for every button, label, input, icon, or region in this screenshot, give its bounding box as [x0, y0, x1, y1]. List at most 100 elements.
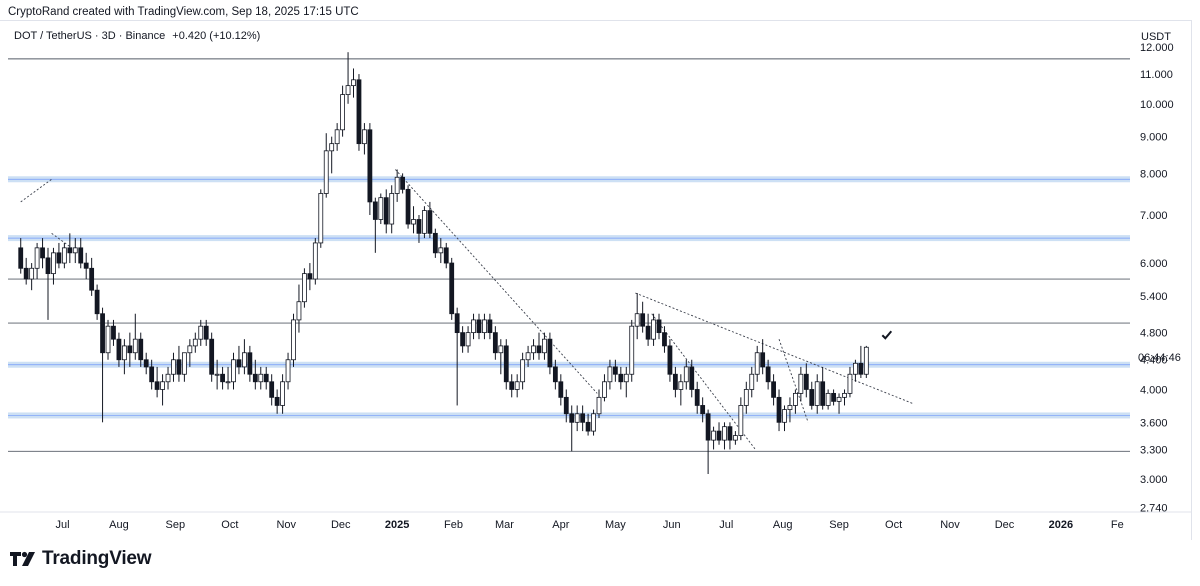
price-tick-label: 3.600	[1140, 417, 1168, 429]
candle-down	[580, 413, 586, 423]
candle-down	[78, 247, 84, 264]
candle-down	[716, 430, 722, 441]
price-tick-label: 4.400	[1140, 355, 1168, 367]
trendline	[778, 339, 809, 423]
candle-down	[858, 362, 864, 375]
candle-up	[814, 381, 820, 406]
time-tick-label: Oct	[885, 519, 902, 531]
time-tick-label: Aug	[109, 519, 129, 531]
price-tick-label: 9.000	[1140, 132, 1168, 144]
candle-down	[252, 373, 258, 383]
candle-up	[634, 313, 640, 327]
candle-up	[531, 345, 536, 354]
candle-up	[711, 430, 716, 441]
candle-up	[231, 359, 236, 383]
candle-down	[449, 262, 455, 315]
tradingview-logo[interactable]: TradingView	[10, 548, 152, 570]
candle-up	[514, 381, 520, 390]
symbol-name: DOT / TetherUS · 3D · Binance	[14, 30, 166, 42]
support-resistance-zones	[8, 176, 1130, 419]
candle-down	[809, 389, 815, 406]
price-tick-label: 11.000	[1140, 69, 1173, 81]
price-tick-label: 7.000	[1140, 210, 1168, 222]
candle-down	[116, 338, 122, 361]
candle-up	[29, 267, 35, 280]
candle-up	[192, 338, 198, 347]
time-tick-label: Sep	[166, 519, 186, 531]
time-tick-label: Dec	[331, 519, 351, 531]
candle-up	[465, 332, 471, 347]
candle-up	[542, 338, 547, 354]
candle-down	[672, 373, 678, 390]
candle-down	[454, 313, 460, 334]
candle-up	[842, 392, 847, 398]
candle-up	[847, 373, 853, 394]
candle-down	[209, 338, 215, 375]
candle-down	[154, 381, 160, 390]
candle-up	[591, 413, 596, 432]
candle-down	[269, 381, 275, 398]
symbol-legend[interactable]: DOT / TetherUS · 3D · Binance +0.420 (+1…	[14, 30, 260, 42]
price-tick-label: 2.740	[1140, 502, 1168, 514]
candle-up	[34, 247, 40, 269]
time-tick-label: Aug	[773, 519, 793, 531]
candle-up	[732, 435, 738, 441]
candle-down	[662, 332, 667, 347]
candle-down	[94, 289, 100, 315]
candle-down	[400, 176, 406, 190]
candle-up	[629, 325, 635, 375]
candle-down	[263, 373, 269, 383]
candle-down	[694, 389, 700, 406]
candle-up	[574, 413, 580, 423]
candle-down	[700, 405, 706, 415]
candle-up	[607, 366, 613, 383]
bar-countdown: 06:44:46	[1138, 352, 1181, 364]
candle-down	[640, 313, 646, 327]
candle-down	[356, 79, 362, 145]
candle-down	[18, 247, 24, 269]
price-unit: USDT	[1141, 31, 1171, 43]
candle-up	[323, 150, 329, 194]
candle-up	[187, 345, 193, 354]
candle-up	[362, 129, 367, 145]
candle-up	[678, 381, 684, 390]
candle-down	[127, 345, 133, 354]
candle-down	[503, 345, 509, 383]
candle-up	[258, 373, 264, 383]
candle-up	[520, 359, 526, 383]
candle-up	[214, 373, 220, 376]
candle-up	[329, 143, 335, 152]
candle-down	[176, 359, 182, 375]
candlestick-chart[interactable]: 2.740 3.000 3.300 3.600 4.000 4.400 4.800 5.400…	[0, 20, 1192, 542]
candle-up	[280, 381, 285, 406]
candle-up	[72, 247, 78, 254]
candle-up	[51, 252, 56, 275]
trendline	[395, 169, 598, 394]
candle-down	[45, 257, 51, 275]
candle-up	[596, 396, 602, 415]
candle-down	[405, 188, 411, 225]
trendline	[635, 292, 914, 405]
chart-annotations	[881, 330, 893, 340]
trendline	[20, 178, 52, 203]
candle-up	[853, 362, 858, 375]
candle-down	[203, 325, 209, 340]
candle-down	[820, 381, 826, 406]
candle-up	[863, 346, 869, 375]
price-change: +0.420 (+10.12%)	[172, 30, 261, 42]
time-axis: Jul Aug Sep Oct Nov Dec 2025 Feb Mar Apr May Jun Jul…	[0, 511, 1192, 531]
candle-down	[89, 267, 95, 291]
candle-up	[482, 319, 487, 334]
candle-down	[443, 247, 449, 264]
candle-down	[372, 201, 378, 220]
time-tick-label: Mar	[495, 519, 514, 531]
candle-up	[787, 405, 793, 410]
time-tick-label: Dec	[995, 519, 1015, 531]
trendlines	[20, 169, 914, 450]
candle-up	[132, 338, 138, 354]
candle-up	[793, 392, 798, 406]
candle-up	[754, 352, 760, 375]
candle-down	[760, 352, 766, 368]
candle-down	[536, 345, 542, 354]
candle-down	[612, 366, 618, 375]
